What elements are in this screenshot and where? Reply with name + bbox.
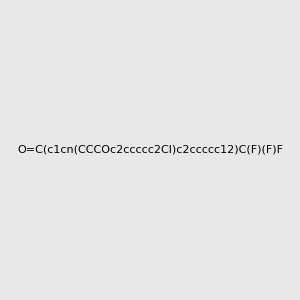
- Text: O=C(c1cn(CCCOc2ccccc2Cl)c2ccccc12)C(F)(F)F: O=C(c1cn(CCCOc2ccccc2Cl)c2ccccc12)C(F)(F…: [17, 145, 283, 155]
